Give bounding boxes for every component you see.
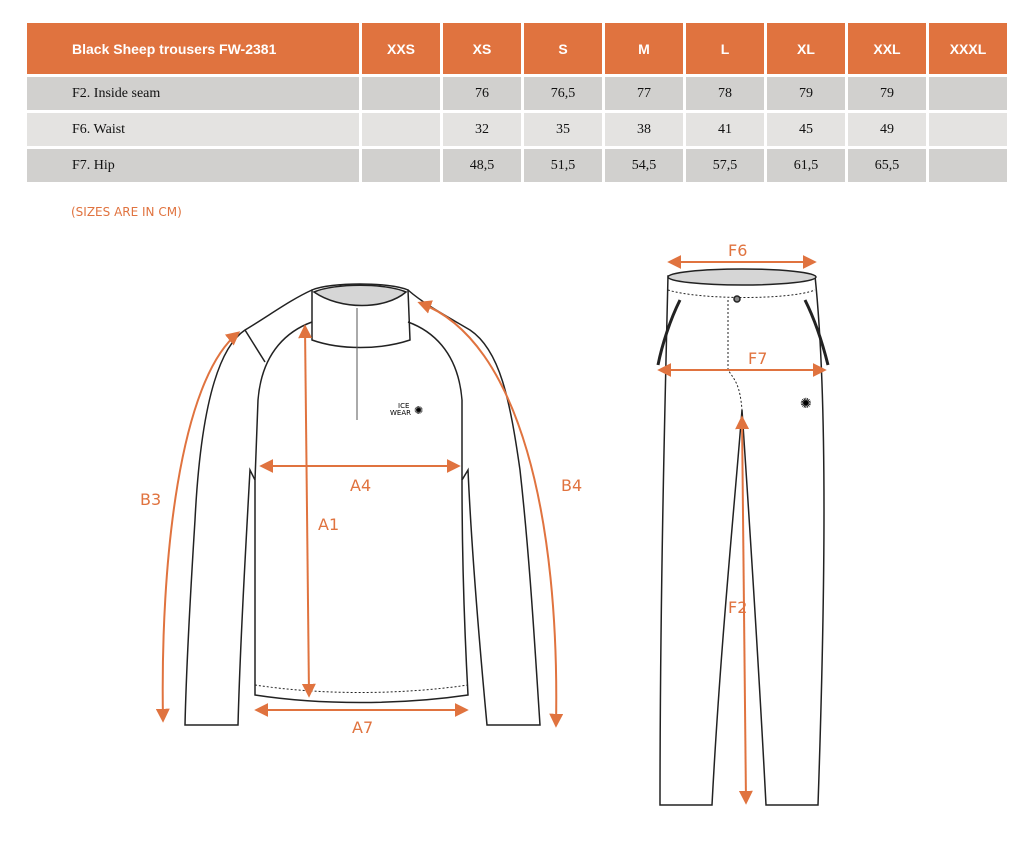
measurement-value: 65,5 — [848, 149, 926, 182]
label-a4: A4 — [350, 476, 371, 495]
size-table: Black Sheep trousers FW-2381 XXS XS S M … — [24, 20, 1010, 185]
measurement-value: 61,5 — [767, 149, 845, 182]
measurement-value: 48,5 — [443, 149, 521, 182]
size-header: XXXL — [929, 23, 1007, 74]
measurement-value — [362, 77, 440, 110]
measurement-value: 79 — [848, 77, 926, 110]
measurement-value: 77 — [605, 77, 683, 110]
table-row: F2. Inside seam 76 76,5 77 78 79 79 — [27, 77, 1007, 110]
size-header: L — [686, 23, 764, 74]
measurement-value: 49 — [848, 113, 926, 146]
size-header: XL — [767, 23, 845, 74]
measurement-arrows — [155, 255, 827, 805]
measurement-value: 35 — [524, 113, 602, 146]
measurement-value: 38 — [605, 113, 683, 146]
measurement-value: 45 — [767, 113, 845, 146]
measurement-value: 51,5 — [524, 149, 602, 182]
measurement-value — [929, 113, 1007, 146]
table-row: F7. Hip 48,5 51,5 54,5 57,5 61,5 65,5 — [27, 149, 1007, 182]
label-b3: B3 — [140, 490, 161, 509]
label-f2: F2 — [728, 598, 747, 617]
arrow-f2 — [735, 415, 753, 805]
arrow-a1 — [298, 324, 316, 698]
label-f7: F7 — [748, 349, 767, 368]
measurement-label: F6. Waist — [27, 113, 359, 146]
size-header: S — [524, 23, 602, 74]
size-header: XS — [443, 23, 521, 74]
measurement-value — [929, 77, 1007, 110]
label-a7: A7 — [352, 718, 373, 737]
measurement-value — [362, 113, 440, 146]
size-header: XXL — [848, 23, 926, 74]
label-a1: A1 — [318, 515, 339, 534]
measurement-value: 54,5 — [605, 149, 683, 182]
measurement-value — [929, 149, 1007, 182]
measurement-label: F7. Hip — [27, 149, 359, 182]
measurement-label: F2. Inside seam — [27, 77, 359, 110]
trousers-drawing — [656, 268, 830, 806]
units-note: (SIZES ARE IN CM) — [71, 205, 182, 219]
size-header: M — [605, 23, 683, 74]
measurement-value: 76 — [443, 77, 521, 110]
arrow-b3 — [155, 331, 241, 723]
measurement-value: 32 — [443, 113, 521, 146]
logo-text: ICE — [398, 402, 409, 410]
arrow-b4 — [417, 300, 564, 728]
measurement-value: 57,5 — [686, 149, 764, 182]
size-table-header: Black Sheep trousers FW-2381 XXS XS S M … — [27, 23, 1007, 74]
label-f6: F6 — [728, 241, 747, 260]
logo-text: WEAR — [390, 409, 411, 417]
label-b4: B4 — [561, 476, 582, 495]
size-header: XXS — [362, 23, 440, 74]
snowflake-icon: ✺ — [414, 405, 423, 417]
measurement-value: 78 — [686, 77, 764, 110]
measurement-value: 41 — [686, 113, 764, 146]
measurement-value: 79 — [767, 77, 845, 110]
measurement-value — [362, 149, 440, 182]
measurement-value: 76,5 — [524, 77, 602, 110]
snowflake-icon: ✺ — [800, 397, 812, 412]
table-row: F6. Waist 32 35 38 41 45 49 — [27, 113, 1007, 146]
jacket-drawing — [184, 283, 541, 726]
product-title: Black Sheep trousers FW-2381 — [27, 23, 359, 74]
